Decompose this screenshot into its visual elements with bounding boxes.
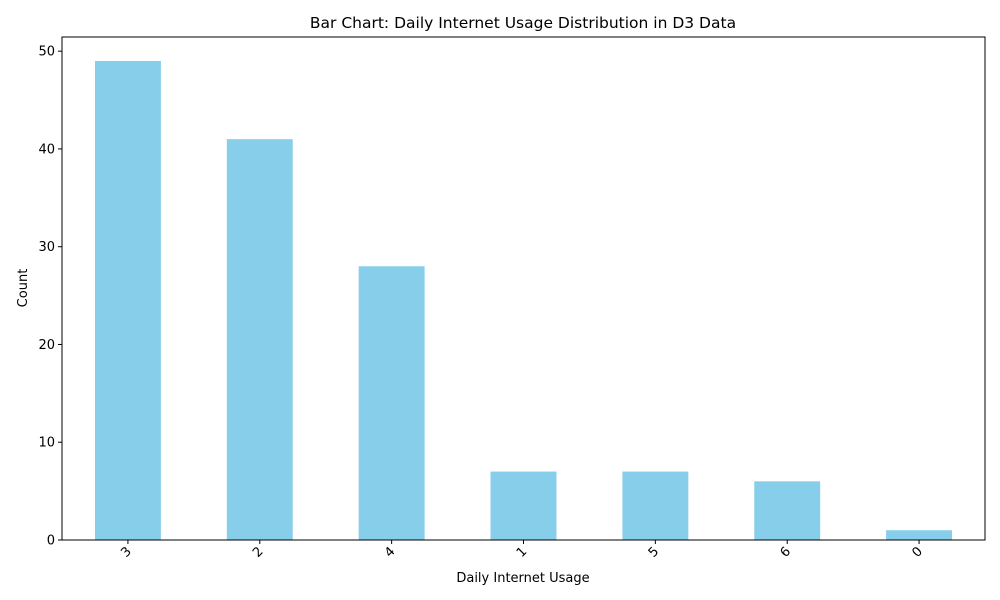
x-tick-label: 1 bbox=[514, 544, 530, 560]
bar-0 bbox=[886, 530, 953, 540]
bar-6 bbox=[754, 481, 821, 540]
chart-title: Bar Chart: Daily Internet Usage Distribu… bbox=[310, 14, 736, 32]
x-tick-label: 3 bbox=[118, 544, 134, 560]
bar-2 bbox=[226, 139, 293, 540]
y-tick-label: 20 bbox=[38, 338, 55, 353]
y-axis-ticks: 0 10 20 30 40 50 bbox=[38, 45, 62, 549]
y-tick-label: 0 bbox=[47, 534, 55, 549]
plot-frame bbox=[61, 36, 986, 541]
y-tick-label: 30 bbox=[38, 240, 55, 255]
bar-4 bbox=[358, 266, 425, 540]
bar-5 bbox=[622, 471, 689, 540]
x-axis-ticks: 3 2 4 1 5 6 0 bbox=[118, 540, 926, 561]
y-tick-label: 40 bbox=[38, 142, 55, 157]
bar-3 bbox=[94, 60, 161, 540]
x-tick-label: 5 bbox=[646, 544, 662, 560]
y-tick-label: 10 bbox=[38, 436, 55, 451]
y-tick-label: 50 bbox=[38, 45, 55, 60]
bar-1 bbox=[490, 471, 557, 540]
x-axis-label: Daily Internet Usage bbox=[456, 571, 589, 586]
bars-group bbox=[94, 60, 953, 540]
x-tick-label: 0 bbox=[909, 544, 925, 560]
y-axis-label: Count bbox=[16, 269, 31, 308]
x-tick-label: 6 bbox=[778, 544, 794, 560]
x-tick-label: 2 bbox=[250, 544, 266, 560]
x-tick-label: 4 bbox=[382, 544, 398, 560]
